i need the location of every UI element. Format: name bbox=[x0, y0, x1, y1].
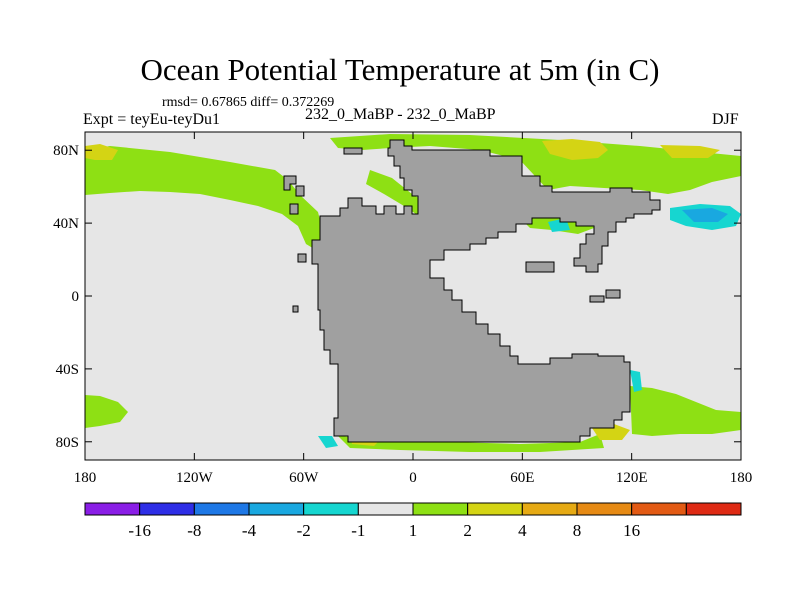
tethys-islands bbox=[525, 261, 555, 273]
north-pacific-band bbox=[85, 146, 324, 250]
colorbar: -16 -8 -4 -2 -1 1 2 4 8 16 bbox=[84, 502, 742, 540]
subtitle: 232_0_MaBP - 232_0_MaBP bbox=[305, 106, 496, 123]
south-coast-band bbox=[338, 434, 604, 452]
southeast-cold-patch bbox=[630, 370, 642, 392]
experiment-label: Expt = teyEu-teyDu1 bbox=[83, 111, 220, 128]
colorbar-swatch bbox=[248, 502, 305, 516]
colorbar-swatch bbox=[193, 502, 250, 516]
y-axis: 80N 40N 0 40S 80S bbox=[53, 143, 741, 451]
colorbar-swatch bbox=[467, 502, 523, 516]
colorbar-label: 16 bbox=[623, 521, 640, 540]
colorbar-swatch bbox=[412, 502, 469, 516]
east-island-a bbox=[605, 289, 621, 299]
colorbar-label: -16 bbox=[128, 521, 151, 540]
map-plot-area bbox=[85, 132, 741, 460]
north-island-a bbox=[283, 175, 297, 191]
y-tick-label: 0 bbox=[72, 289, 80, 305]
x-tick-label: 120W bbox=[176, 470, 214, 486]
season-label: DJF bbox=[712, 111, 739, 128]
colorbar-swatch bbox=[631, 502, 687, 516]
north-atlantic-arctic-band bbox=[330, 134, 741, 194]
map-title: Ocean Potential Temperature at 5m (in C) bbox=[140, 52, 660, 87]
colorbar-swatch bbox=[685, 502, 742, 516]
stats-text: rmsd= 0.67865 diff= 0.372269 bbox=[162, 95, 335, 110]
y-tick-label: 40S bbox=[56, 362, 79, 378]
colorbar-swatch bbox=[139, 502, 195, 516]
x-tick-label: 180 bbox=[74, 470, 97, 486]
small-island bbox=[292, 305, 299, 313]
x-tick-label: 60E bbox=[510, 470, 534, 486]
x-axis: 180 120W 60W 0 60E 120E 180 bbox=[74, 132, 753, 486]
y-tick-label: 80N bbox=[53, 143, 79, 159]
colorbar-swatch bbox=[84, 502, 141, 516]
north-island-b bbox=[295, 185, 305, 197]
arctic-island bbox=[343, 147, 363, 155]
colorbar-label: -8 bbox=[187, 521, 201, 540]
north-island-c bbox=[289, 203, 299, 215]
colorbar-swatch bbox=[357, 502, 414, 516]
x-tick-label: 180 bbox=[730, 470, 753, 486]
colorbar-swatch bbox=[521, 502, 578, 516]
west-island bbox=[297, 253, 307, 263]
x-tick-label: 0 bbox=[409, 470, 417, 486]
south-ocean-east-band bbox=[630, 386, 741, 436]
east-ocean-cold-core bbox=[682, 208, 728, 222]
y-tick-label: 40N bbox=[53, 216, 79, 232]
colorbar-label: -1 bbox=[351, 521, 365, 540]
colorbar-label: 2 bbox=[463, 521, 472, 540]
colorbar-label: 4 bbox=[518, 521, 527, 540]
y-tick-label: 80S bbox=[56, 435, 79, 451]
colorbar-label: 8 bbox=[573, 521, 582, 540]
colorbar-swatch bbox=[303, 502, 359, 516]
south-coast-cold-patch bbox=[318, 436, 338, 448]
north-tethys-warm-patch bbox=[542, 139, 608, 160]
east-island-b bbox=[589, 295, 605, 303]
colorbar-swatch bbox=[576, 502, 633, 516]
x-tick-label: 120E bbox=[616, 470, 648, 486]
arctic-warm-patch bbox=[85, 144, 118, 160]
colorbar-label: -4 bbox=[242, 521, 257, 540]
colorbar-label: 1 bbox=[409, 521, 418, 540]
colorbar-label: -2 bbox=[297, 521, 311, 540]
x-tick-label: 60W bbox=[289, 470, 319, 486]
south-ocean-west-band bbox=[85, 395, 128, 428]
pangaea-landmass bbox=[311, 139, 661, 443]
north-arctic-warm-patch bbox=[660, 145, 720, 158]
